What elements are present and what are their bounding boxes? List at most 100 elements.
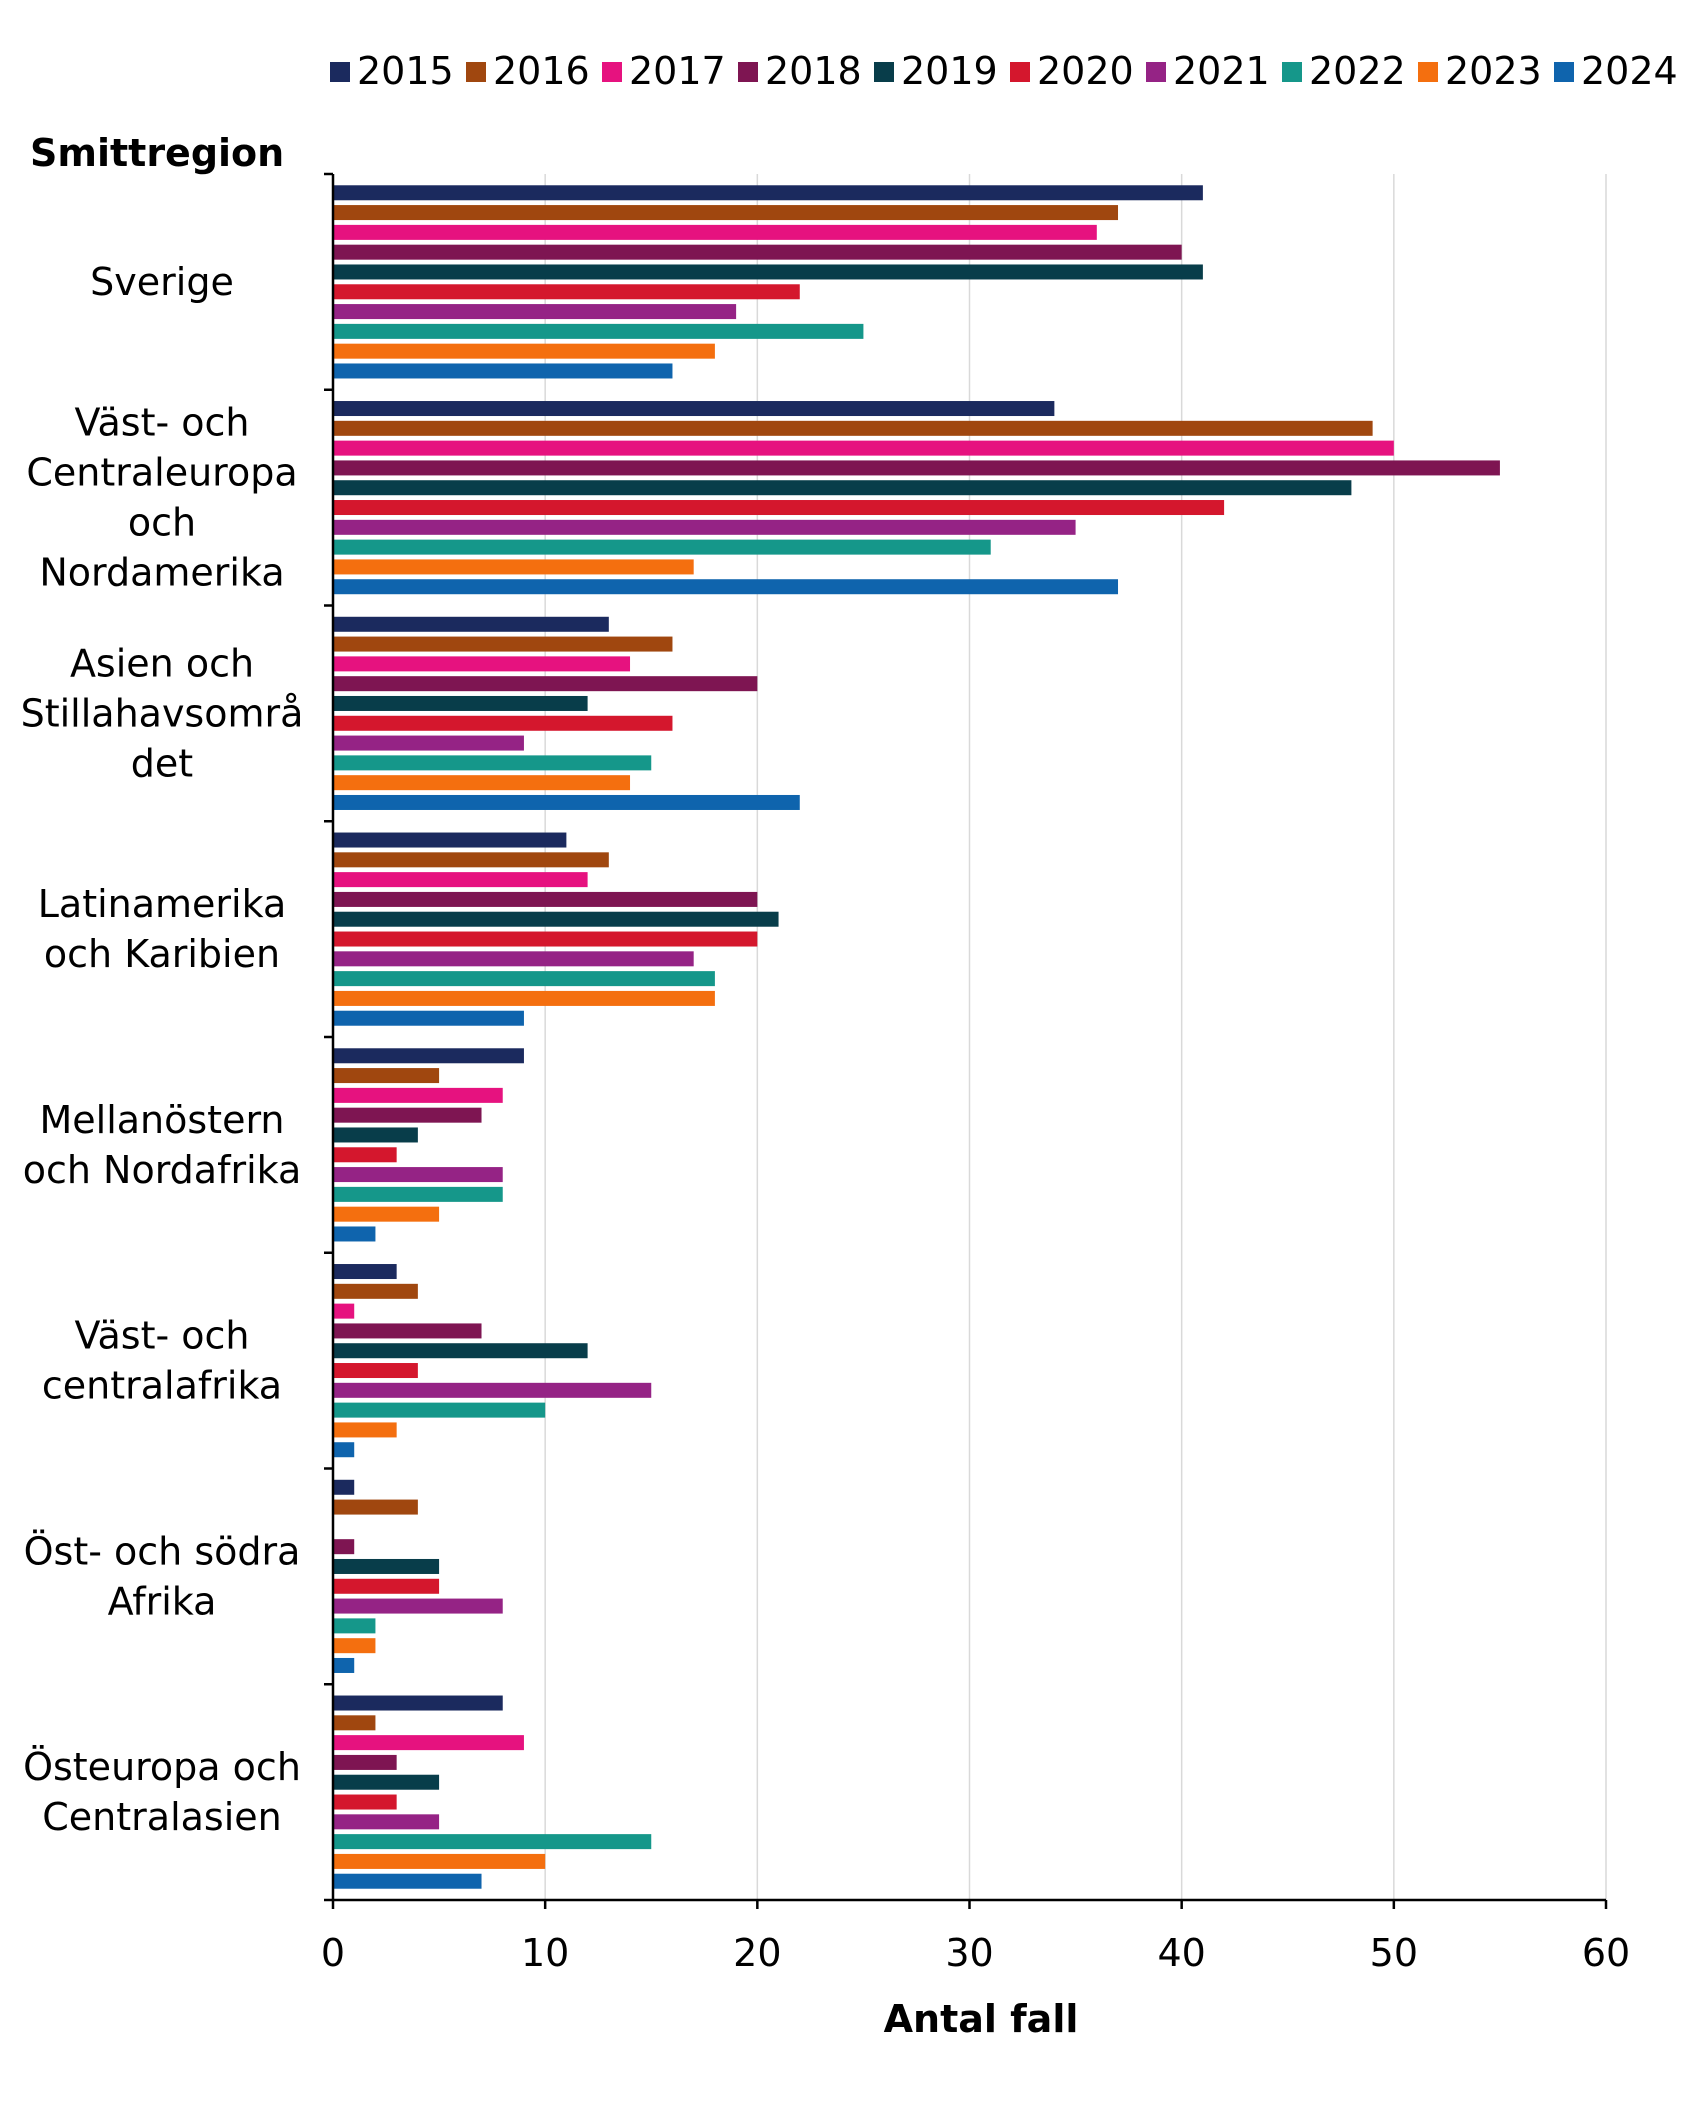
- legend-swatch-2021: [1146, 62, 1166, 82]
- bar-2022-cat-5: [333, 1402, 546, 1418]
- bar-2024-cat-2: [333, 794, 800, 810]
- bar-2017-cat-7: [333, 1735, 524, 1751]
- legend-swatch-2017: [602, 62, 622, 82]
- bar-2023-cat-7: [333, 1853, 546, 1869]
- bar-2020-cat-1: [333, 500, 1225, 516]
- bar-2017-cat-3: [333, 872, 588, 888]
- bar-2021-cat-0: [333, 304, 737, 320]
- bars: [333, 185, 1500, 1889]
- legend-label-2021: 2021: [1173, 49, 1270, 93]
- category-label-1: Väst- och Centraleuropa och Nordamerika: [26, 401, 297, 595]
- bar-2020-cat-3: [333, 931, 758, 947]
- legend-label-2018: 2018: [765, 49, 862, 93]
- category-label-2: Asien och Stillahavsområ det: [21, 641, 304, 785]
- bar-2023-cat-5: [333, 1422, 397, 1438]
- bar-2018-cat-6: [333, 1539, 355, 1555]
- bar-2018-cat-4: [333, 1107, 482, 1123]
- bar-2020-cat-7: [333, 1794, 397, 1810]
- category-label-6: Öst- och södra Afrika: [24, 1529, 301, 1623]
- legend-swatch-2020: [1010, 62, 1030, 82]
- bar-2019-cat-2: [333, 695, 588, 711]
- category-label-line: och: [128, 501, 196, 545]
- legend-label-2023: 2023: [1445, 49, 1542, 93]
- category-label-line: Öst- och södra: [24, 1529, 301, 1573]
- bar-2022-cat-6: [333, 1618, 376, 1634]
- x-tick-label-0: 0: [321, 1931, 345, 1975]
- bar-2016-cat-2: [333, 636, 673, 652]
- bar-2018-cat-3: [333, 891, 758, 907]
- legend-label-2020: 2020: [1037, 49, 1134, 93]
- legend-label-2017: 2017: [629, 49, 726, 93]
- legend: 2015 2016 2017 2018 2019 2020 2021 2022 2023 2024: [330, 49, 1678, 93]
- bar-2015-cat-4: [333, 1048, 524, 1064]
- bar-2021-cat-3: [333, 951, 694, 967]
- category-label-4: Mellanöstern och Nordafrika: [23, 1098, 302, 1192]
- bar-2022-cat-2: [333, 755, 652, 771]
- bar-2022-cat-3: [333, 971, 715, 987]
- category-label-line: Väst- och: [74, 401, 249, 445]
- bar-2019-cat-5: [333, 1343, 588, 1359]
- bar-2021-cat-2: [333, 735, 524, 751]
- category-label-line: Mellanöstern: [39, 1098, 284, 1142]
- y-axis-title: Smittregion: [30, 131, 284, 175]
- category-label-line: det: [131, 741, 193, 785]
- bar-2023-cat-6: [333, 1638, 376, 1654]
- legend-swatch-2022: [1282, 62, 1302, 82]
- x-tick-label-40: 40: [1157, 1931, 1205, 1975]
- x-tick-label-60: 60: [1582, 1931, 1630, 1975]
- bar-2023-cat-3: [333, 990, 715, 1006]
- category-label-5: Väst- och centralafrika: [42, 1314, 282, 1408]
- bar-2023-cat-2: [333, 775, 631, 791]
- bar-2022-cat-0: [333, 323, 864, 339]
- legend-label-2019: 2019: [901, 49, 998, 93]
- bar-2024-cat-6: [333, 1657, 355, 1673]
- bar-2019-cat-0: [333, 264, 1203, 280]
- bar-2020-cat-6: [333, 1578, 440, 1594]
- bar-2019-cat-3: [333, 911, 779, 927]
- legend-swatch-2019: [874, 62, 894, 82]
- bar-2017-cat-4: [333, 1087, 503, 1103]
- bar-2024-cat-7: [333, 1873, 482, 1889]
- category-label-line: Nordamerika: [39, 551, 284, 595]
- bar-2016-cat-6: [333, 1499, 418, 1515]
- bar-2020-cat-4: [333, 1147, 397, 1163]
- bar-2019-cat-6: [333, 1558, 440, 1574]
- category-label-line: Väst- och: [74, 1314, 249, 1358]
- bar-2015-cat-0: [333, 185, 1203, 201]
- bar-2018-cat-1: [333, 460, 1500, 476]
- bar-2017-cat-2: [333, 656, 631, 672]
- bar-2017-cat-1: [333, 440, 1394, 456]
- legend-swatch-2018: [738, 62, 758, 82]
- bar-2019-cat-1: [333, 480, 1352, 496]
- bar-2023-cat-1: [333, 559, 694, 575]
- bar-2021-cat-7: [333, 1814, 440, 1830]
- axes: [324, 172, 1608, 1909]
- bar-2019-cat-4: [333, 1127, 418, 1143]
- bar-2021-cat-6: [333, 1598, 503, 1614]
- x-tick-label-10: 10: [521, 1931, 569, 1975]
- category-label-7: Östeuropa och Centralasien: [23, 1745, 301, 1839]
- category-label-line: Östeuropa och: [23, 1745, 301, 1789]
- bar-2018-cat-7: [333, 1754, 397, 1770]
- bar-2015-cat-1: [333, 401, 1055, 417]
- bar-2023-cat-0: [333, 343, 715, 359]
- bar-2021-cat-5: [333, 1382, 652, 1398]
- bar-2020-cat-2: [333, 715, 673, 731]
- legend-label-2024: 2024: [1581, 49, 1678, 93]
- bar-2024-cat-3: [333, 1010, 524, 1026]
- category-label-line: Stillahavsområ: [21, 691, 304, 735]
- bar-2016-cat-5: [333, 1283, 418, 1299]
- bar-2024-cat-1: [333, 579, 1119, 595]
- category-label-line: Centralasien: [42, 1795, 281, 1839]
- x-axis-title: Antal fall: [884, 1997, 1079, 2041]
- bar-2021-cat-4: [333, 1167, 503, 1183]
- category-label-line: centralafrika: [42, 1364, 282, 1408]
- bar-2016-cat-0: [333, 205, 1119, 221]
- legend-swatch-2023: [1418, 62, 1438, 82]
- bar-2023-cat-4: [333, 1206, 440, 1222]
- bar-2017-cat-0: [333, 224, 1097, 240]
- x-tick-labels: 0 10 20 30 40 50 60: [321, 1931, 1630, 1975]
- category-label-0: Sverige: [90, 260, 234, 304]
- category-label-line: och Nordafrika: [23, 1148, 302, 1192]
- bar-2018-cat-2: [333, 676, 758, 692]
